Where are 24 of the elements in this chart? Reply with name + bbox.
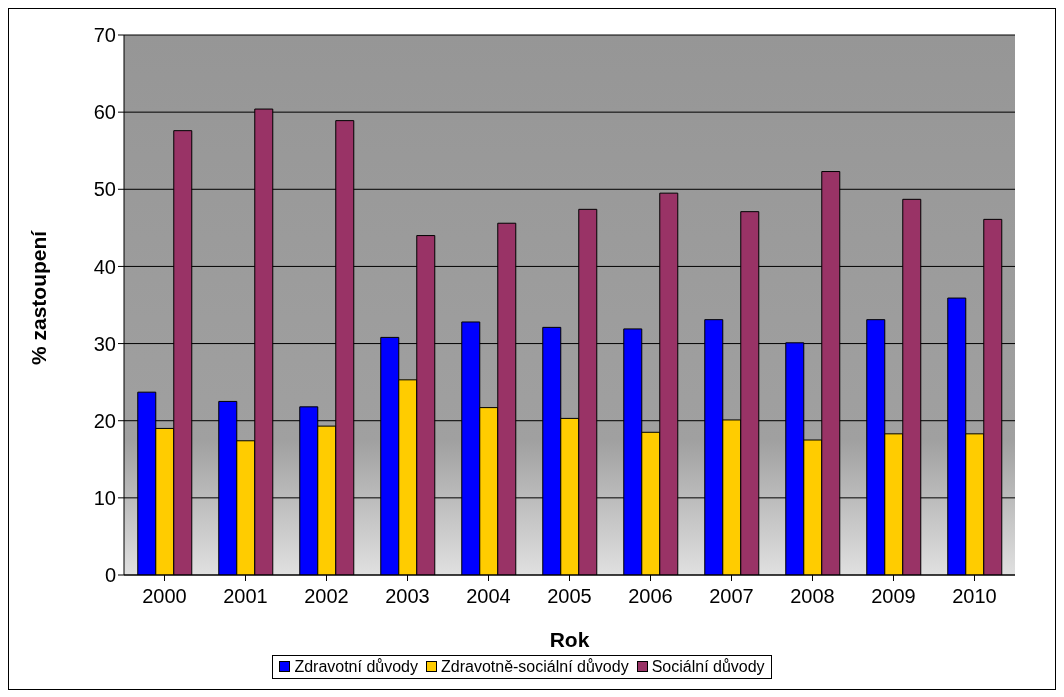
- y-tick-label: 10: [93, 486, 116, 509]
- y-tick-label: 20: [93, 409, 116, 432]
- y-axis-title: % zastoupení: [27, 229, 51, 365]
- y-tick-label: 0: [104, 564, 116, 587]
- legend-label: Zdravotně-sociální důvody: [440, 658, 629, 676]
- x-tick-label: 2005: [547, 585, 592, 608]
- y-tick-label: 40: [93, 255, 116, 278]
- x-tick-label: 2002: [304, 585, 349, 608]
- y-tick-label: 30: [93, 332, 116, 355]
- legend-label: Sociální důvody: [650, 658, 765, 676]
- x-tick-label: 2010: [952, 585, 997, 608]
- x-tick-label: 2004: [466, 585, 511, 608]
- legend-label: Zdravotní důvody: [293, 658, 418, 676]
- y-tick-label: 50: [93, 178, 116, 201]
- x-tick-label: 2008: [790, 585, 835, 608]
- y-tick-label: 70: [93, 24, 116, 47]
- x-tick-label: 2007: [709, 585, 754, 608]
- x-tick-label: 2003: [385, 585, 430, 608]
- x-tick-label: 2001: [223, 585, 268, 608]
- x-tick-label: 2009: [871, 585, 916, 608]
- x-tick-label: 2006: [628, 585, 673, 608]
- y-tick-label: 60: [93, 101, 116, 124]
- x-axis-title: Rok: [549, 628, 590, 651]
- x-tick-label: 2000: [142, 585, 187, 608]
